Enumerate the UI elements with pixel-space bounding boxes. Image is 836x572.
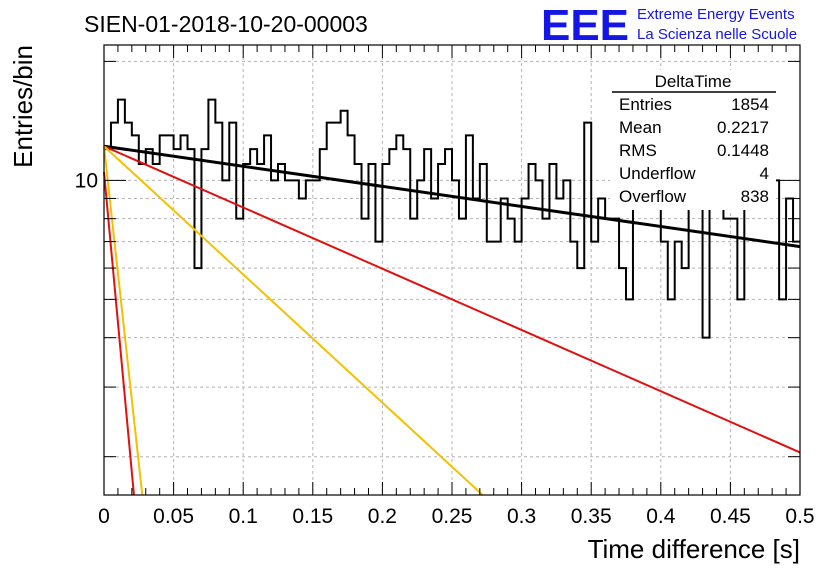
x-tick-labels: 0 0.05 0.1 0.15 0.2 0.25 0.3 0.35 0.4 0.45 0.5 bbox=[98, 505, 814, 528]
axis-ticks bbox=[103, 45, 801, 495]
x-tick-label: 0.2 bbox=[368, 505, 397, 528]
fit-line-red-1 bbox=[103, 145, 801, 454]
histogram-series bbox=[104, 98, 800, 339]
fit-line-yellow-4 bbox=[103, 146, 144, 496]
eee-logo: EEE Extreme Energy Events La Scienza nel… bbox=[541, 1, 797, 50]
stat-value-entries: 1854 bbox=[731, 95, 769, 114]
grid-lines bbox=[104, 45, 800, 495]
fit-line-yellow-2 bbox=[103, 145, 484, 496]
fit-line-black-0 bbox=[103, 144, 801, 249]
x-tick-label: 0.25 bbox=[432, 505, 473, 528]
x-tick-label: 0.05 bbox=[153, 505, 194, 528]
stats-box-background bbox=[610, 70, 776, 210]
x-tick-label: 0 bbox=[98, 505, 110, 528]
x-axis-label: Time difference [s] bbox=[588, 534, 800, 564]
stat-value-overflow: 838 bbox=[741, 187, 769, 206]
stats-box-title: DeltaTime bbox=[655, 72, 732, 91]
histogram-steps bbox=[104, 98, 800, 339]
x-tick-label: 0.15 bbox=[292, 505, 333, 528]
stat-label-underflow: Underflow bbox=[619, 164, 696, 183]
x-tick-label: 0.1 bbox=[229, 505, 258, 528]
x-tick-label: 0.35 bbox=[571, 505, 612, 528]
x-tick-label: 0.5 bbox=[785, 505, 814, 528]
chart-title: SIEN-01-2018-10-20-00003 bbox=[84, 11, 368, 37]
logo-line-1: Extreme Energy Events bbox=[637, 6, 795, 23]
stats-box: DeltaTime Entries 1854 Mean 0.2217 RMS 0… bbox=[610, 70, 776, 210]
logo-line-2: La Scienza nelle Scuole bbox=[637, 26, 797, 43]
stat-label-mean: Mean bbox=[619, 118, 662, 137]
y-axis-label: Entries/bin bbox=[8, 45, 38, 168]
y-tick-label: 10 bbox=[75, 169, 98, 192]
x-tick-label: 0.4 bbox=[646, 505, 676, 528]
stat-label-rms: RMS bbox=[619, 141, 657, 160]
y-tick-labels: 10 bbox=[75, 169, 98, 192]
stat-label-entries: Entries bbox=[619, 95, 672, 114]
fit-curves bbox=[103, 144, 801, 496]
stat-value-mean: 0.2217 bbox=[717, 118, 769, 137]
x-tick-label: 0.3 bbox=[507, 505, 536, 528]
stat-label-overflow: Overflow bbox=[619, 187, 687, 206]
x-tick-label: 0.45 bbox=[710, 505, 751, 528]
logo-mark: EEE bbox=[541, 1, 629, 50]
fit-line-red-3 bbox=[103, 171, 135, 496]
stat-value-underflow: 4 bbox=[760, 164, 769, 183]
stat-value-rms: 0.1448 bbox=[717, 141, 769, 160]
